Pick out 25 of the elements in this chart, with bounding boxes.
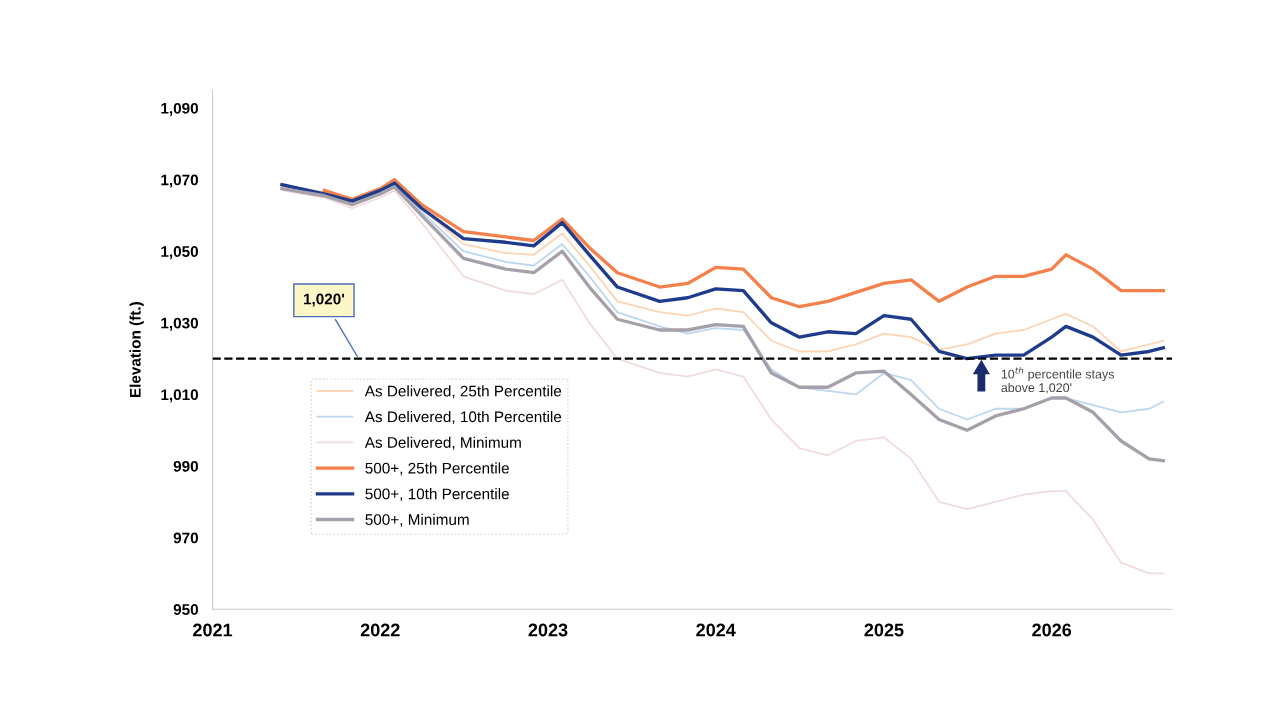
y-tick-label: 1,070: [161, 174, 199, 188]
legend-label: As Delivered, 25th Percentile: [364, 385, 562, 399]
legend-label: 500+, Minimum: [365, 513, 469, 527]
x-tick-label: 2025: [864, 623, 904, 637]
y-axis-title: Elevation (ft.): [129, 302, 144, 398]
y-tick-label: 950: [173, 604, 199, 615]
y-tick-label: 1,030: [161, 317, 199, 331]
x-tick-label: 2022: [360, 623, 400, 637]
line-series: [280, 185, 1166, 463]
y-tick-label: 1,010: [161, 389, 199, 403]
legend-label: 500+, 25th Percentile: [365, 462, 509, 476]
y-tick-label: 1,090: [161, 102, 199, 116]
y-tick-label: 1,050: [161, 246, 199, 260]
x-tick-label: 2026: [1032, 623, 1072, 637]
y-tick-label: 970: [173, 532, 199, 544]
x-tick-label: 2024: [696, 623, 736, 637]
y-tick-label: 990: [173, 460, 199, 472]
ref-line-label: 1,020': [303, 293, 345, 307]
x-tick-label: 2021: [193, 623, 233, 637]
legend-label: 500+, 10th Percentile: [365, 488, 509, 502]
line-series: [281, 189, 1165, 575]
legend-label: As Delivered, Minimum: [364, 436, 521, 450]
annotation: 10$^{th}$ percentile stays above 1,020': [1001, 366, 1115, 394]
legend-label: As Delivered, 10th Percentile: [364, 410, 562, 424]
x-tick-label: 2023: [528, 623, 568, 637]
